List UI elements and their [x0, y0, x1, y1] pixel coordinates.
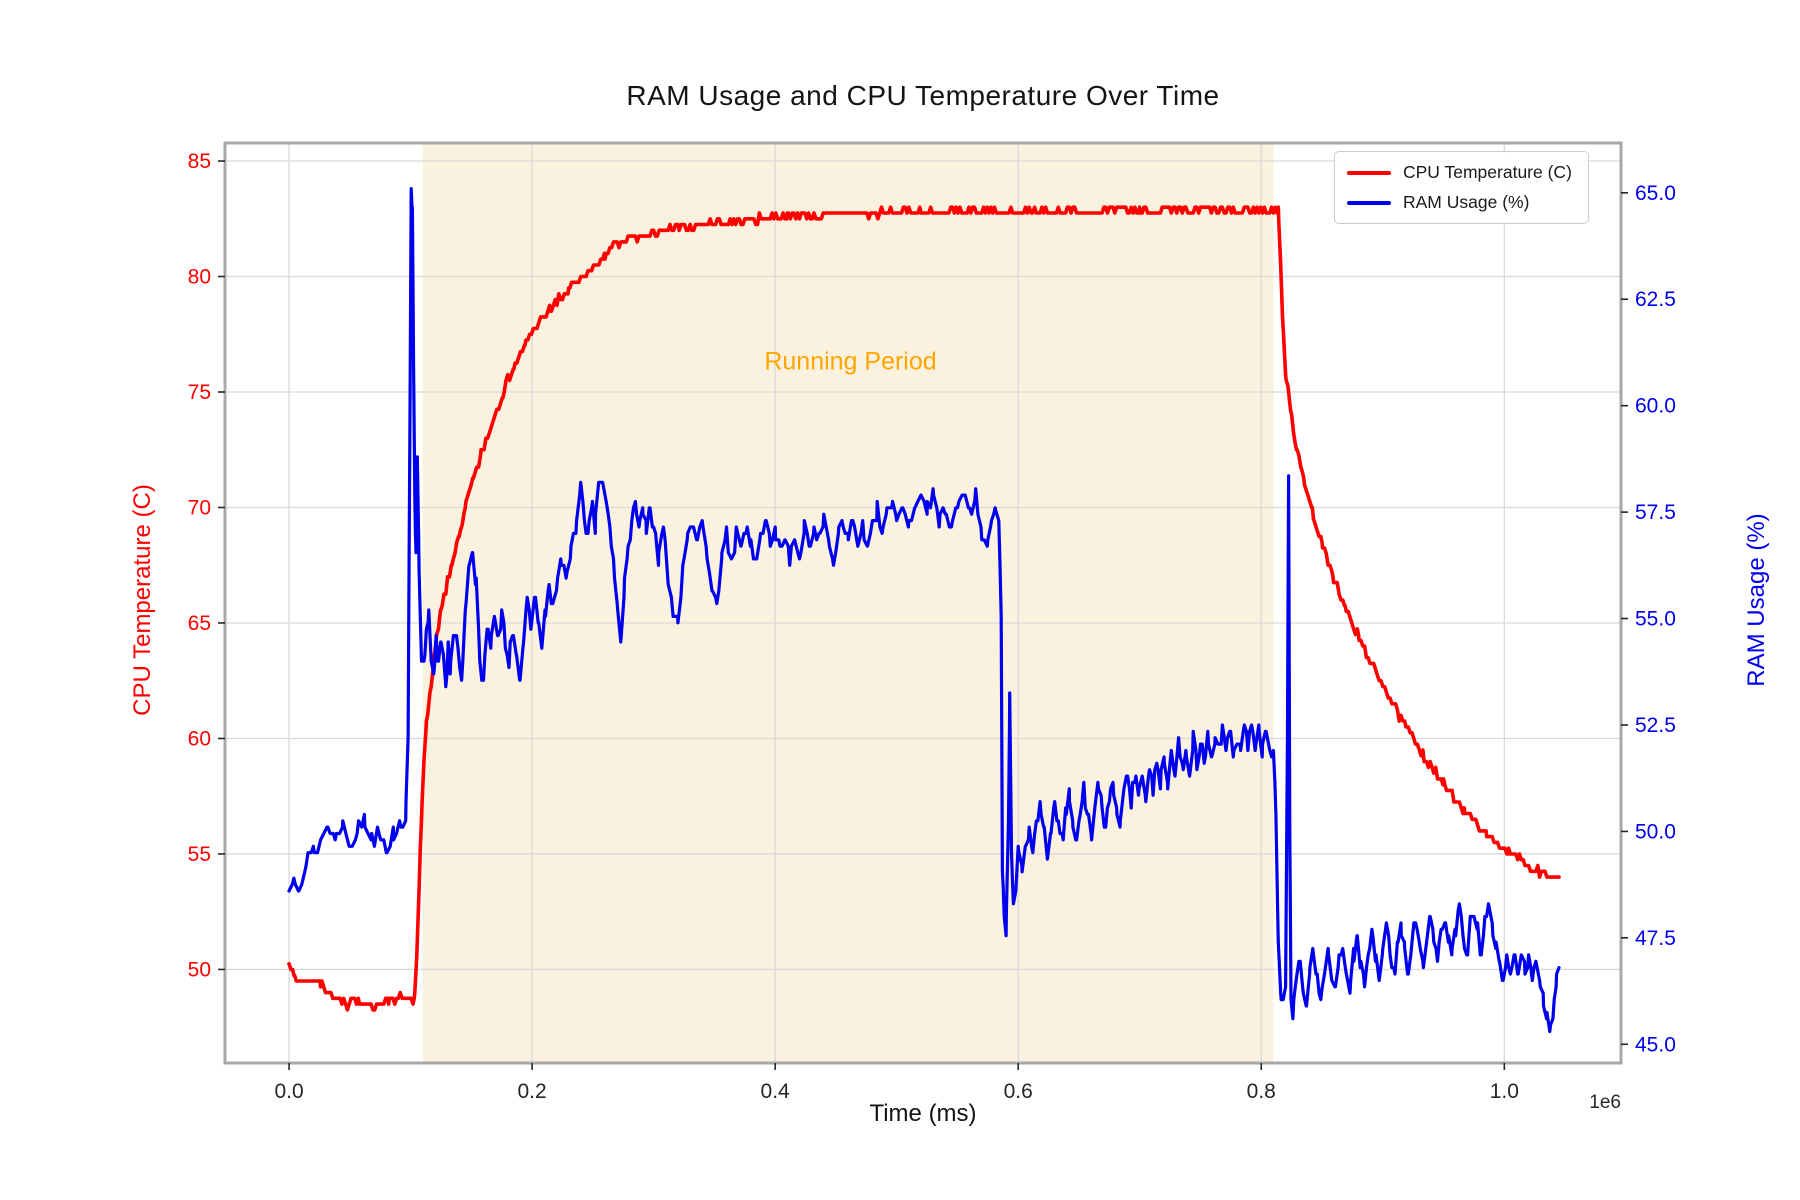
legend: CPU Temperature (C) RAM Usage (%): [1334, 151, 1589, 224]
x-tick-label: 0.8: [1247, 1080, 1276, 1103]
y-left-tick-label: 65: [188, 612, 211, 635]
y-right-tick-label: 52.5: [1635, 714, 1676, 737]
legend-line-sample-red: [1347, 170, 1391, 175]
y-left-tick-label: 75: [188, 381, 211, 404]
legend-item-cpu-temperature: CPU Temperature (C): [1347, 162, 1572, 183]
y-left-tick-label: 50: [188, 958, 211, 981]
y-right-tick-label: 45.0: [1635, 1033, 1676, 1056]
plot-frame: [223, 141, 1623, 1065]
y-right-tick-label: 50.0: [1635, 820, 1676, 843]
running-period-label: Running Period: [764, 347, 937, 376]
y-axis-label-left: CPU Temperature (C): [129, 484, 156, 716]
y-left-tick-label: 55: [188, 843, 211, 866]
y-left-tick-label: 70: [188, 496, 211, 519]
x-tick-label: 0.0: [274, 1080, 303, 1103]
series-line-cpu-temperature: [287, 205, 1561, 1012]
y-right-tick-label: 55.0: [1635, 608, 1676, 631]
y-right-tick-label: 57.5: [1635, 501, 1676, 524]
y-left-tick-label: 60: [188, 727, 211, 750]
x-tick-label: 0.4: [761, 1080, 791, 1103]
x-axis-label: Time (ms): [869, 1100, 977, 1127]
x-tick-label: 0.2: [518, 1080, 547, 1103]
legend-label-cpu-temperature: CPU Temperature (C): [1403, 162, 1572, 182]
series-line-ram-usage: [287, 187, 1561, 1034]
legend-label-ram-usage: RAM Usage (%): [1403, 192, 1530, 212]
legend-line-sample-blue: [1347, 200, 1391, 205]
legend-item-ram-usage: RAM Usage (%): [1347, 192, 1572, 213]
y-left-tick-label: 85: [188, 150, 211, 173]
y-axis-label-right: RAM Usage (%): [1743, 513, 1770, 687]
y-left-tick-label: 80: [188, 266, 211, 289]
x-tick-label: 0.6: [1004, 1080, 1033, 1103]
y-right-tick-label: 60.0: [1635, 395, 1676, 418]
x-tick-label: 1.0: [1490, 1080, 1519, 1103]
y-right-tick-label: 65.0: [1635, 182, 1676, 205]
y-right-tick-label: 62.5: [1635, 288, 1676, 311]
chart-title: RAM Usage and CPU Temperature Over Time: [626, 80, 1220, 111]
y-right-tick-label: 47.5: [1635, 927, 1676, 950]
x-axis-offset-text: 1e6: [1589, 1092, 1621, 1113]
